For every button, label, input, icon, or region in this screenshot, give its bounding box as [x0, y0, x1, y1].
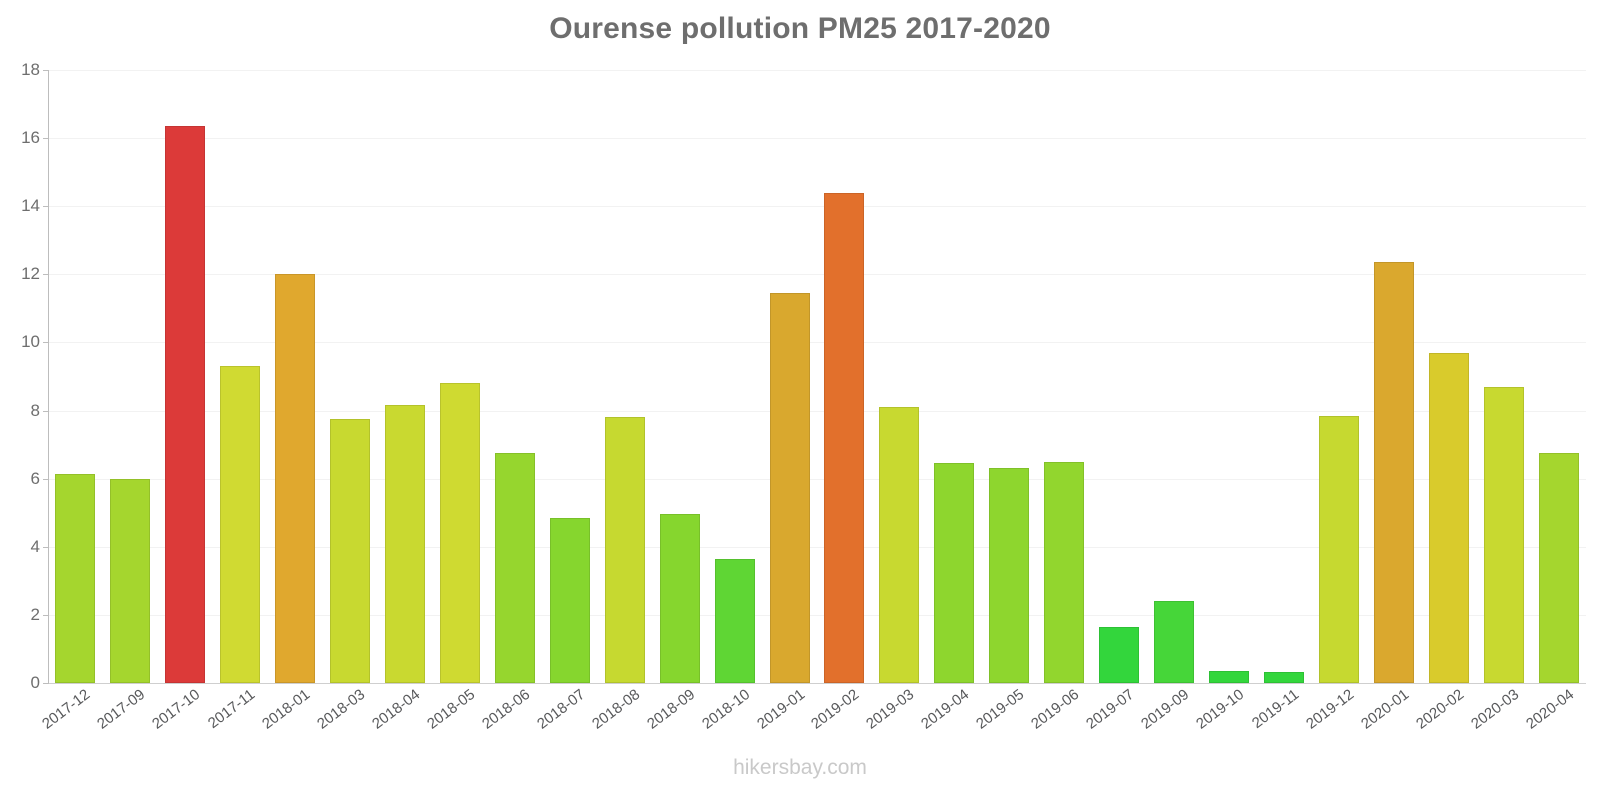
y-axis-tick-label: 2: [30, 604, 40, 624]
x-axis-tick-label: 2020-04: [1522, 686, 1577, 733]
bar[interactable]: [989, 468, 1030, 683]
bar[interactable]: [439, 383, 480, 683]
chart-title: Ourense pollution PM25 2017-2020: [549, 12, 1051, 45]
bar[interactable]: [549, 517, 590, 683]
x-axis-tick-label: 2018-08: [588, 686, 643, 733]
bar[interactable]: [385, 405, 426, 683]
y-axis-tick-label: 12: [21, 264, 40, 284]
y-axis-tick-mark: [43, 614, 49, 616]
gridline: [48, 274, 1586, 276]
x-axis-tick-label: 2018-10: [698, 686, 753, 733]
bar[interactable]: [1483, 386, 1524, 683]
gridline: [48, 614, 1586, 616]
x-axis-tick-label: 2018-06: [478, 686, 534, 733]
bar[interactable]: [1099, 626, 1140, 683]
y-axis-tick-mark: [43, 138, 49, 140]
x-axis-tick-label: 2018-05: [423, 686, 479, 733]
gridline: [48, 683, 1586, 684]
bar[interactable]: [1373, 262, 1414, 683]
y-axis-tick-label: 14: [21, 196, 40, 216]
x-axis-tick-label: 2019-02: [808, 686, 863, 733]
bar[interactable]: [1208, 671, 1249, 683]
gridline: [48, 546, 1586, 548]
bar[interactable]: [330, 419, 371, 683]
x-axis-tick-label: 2019-03: [863, 686, 918, 733]
bar[interactable]: [1318, 415, 1359, 683]
bar[interactable]: [55, 473, 96, 683]
y-axis-tick-labels: 0 2 4 6 8 10 12 14 16 18: [0, 60, 40, 692]
bar[interactable]: [659, 514, 700, 683]
y-axis-tick-mark: [43, 70, 49, 71]
y-axis-tick-mark: [43, 342, 49, 344]
gridline: [48, 206, 1586, 208]
y-axis-tick-mark: [43, 683, 49, 684]
y-axis-tick-mark: [43, 274, 49, 276]
bar[interactable]: [165, 126, 206, 683]
bar[interactable]: [110, 478, 151, 683]
y-axis-tick-label: 8: [30, 400, 40, 420]
x-axis-tick-label: 2019-07: [1083, 686, 1138, 733]
footer-watermark: hikersbay.com: [733, 756, 867, 779]
y-axis-tick-label: 6: [30, 468, 40, 488]
y-axis-tick-label: 4: [30, 536, 40, 556]
bar[interactable]: [1538, 453, 1579, 683]
gridline: [48, 410, 1586, 412]
bar[interactable]: [879, 407, 920, 683]
x-axis-tick-label: 2017-10: [149, 686, 204, 733]
gridline: [48, 70, 1586, 71]
y-axis-tick-mark: [43, 410, 49, 412]
x-axis-tick-label: 2020-02: [1412, 686, 1467, 733]
y-axis-tick-label: 18: [21, 60, 40, 79]
x-axis-tick-label: 2017-12: [39, 686, 94, 733]
y-axis-tick-mark: [43, 546, 49, 548]
gridline: [48, 478, 1586, 480]
x-axis-tick-label: 2018-04: [369, 686, 424, 733]
y-axis-tick-mark: [43, 206, 49, 208]
x-axis-tick-label: 2019-06: [1028, 686, 1083, 733]
bar[interactable]: [1428, 352, 1469, 683]
x-axis-tick-label: 2019-05: [973, 686, 1028, 733]
bar[interactable]: [1154, 601, 1195, 683]
gridline: [48, 342, 1586, 344]
gridline: [48, 138, 1586, 140]
bar[interactable]: [1263, 671, 1304, 683]
x-axis-tick-label: 2019-01: [753, 686, 808, 733]
x-axis-tick-label: 2018-09: [643, 686, 698, 733]
plot-area: [48, 70, 1586, 684]
x-axis-tick-label: 2017-11: [205, 686, 259, 733]
bar[interactable]: [604, 417, 645, 683]
bar[interactable]: [494, 453, 535, 683]
x-axis-tick-label: 2020-03: [1467, 686, 1522, 733]
x-axis-tick-label: 2019-11: [1248, 686, 1303, 733]
y-axis-tick-label: 10: [21, 332, 40, 352]
x-axis-tick-label: 2020-01: [1357, 686, 1412, 733]
x-axis-tick-label: 2019-04: [918, 686, 973, 733]
bar[interactable]: [714, 558, 755, 683]
x-axis-tick-label: 2017-09: [94, 686, 149, 733]
x-axis-tick-label: 2019-12: [1302, 686, 1358, 733]
x-axis-tick-label: 2018-03: [314, 686, 369, 733]
y-axis-tick-label: 16: [21, 128, 40, 148]
x-axis-tick-label: 2018-01: [259, 686, 314, 733]
x-axis-tick-label: 2018-07: [533, 686, 589, 733]
y-axis-line: [48, 70, 49, 684]
bar[interactable]: [934, 463, 975, 683]
x-axis-tick-label: 2019-09: [1138, 686, 1193, 733]
bar[interactable]: [824, 192, 865, 683]
bar[interactable]: [1044, 461, 1085, 683]
x-axis-tick-label: 2019-10: [1192, 686, 1248, 733]
y-axis-tick-mark: [43, 478, 49, 480]
bar[interactable]: [769, 293, 810, 683]
bar[interactable]: [220, 366, 261, 683]
y-axis-tick-label: 0: [30, 673, 40, 692]
bar[interactable]: [275, 274, 316, 683]
